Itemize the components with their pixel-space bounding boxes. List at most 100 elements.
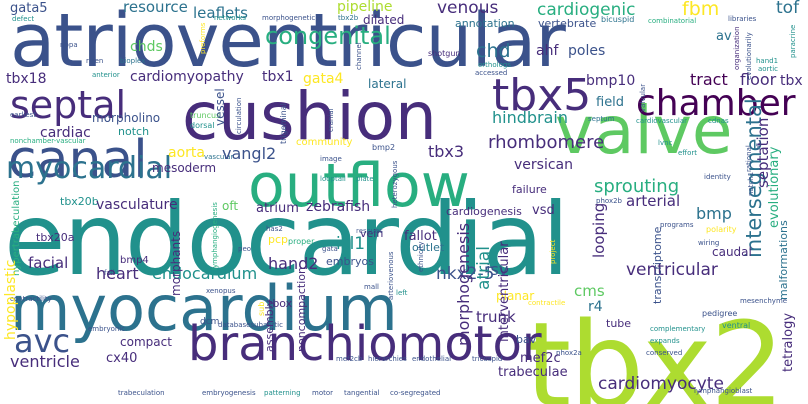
word-atrium: atrium [256, 201, 299, 216]
word-co-segregated: co-segregated [390, 389, 441, 397]
word-cardiomyocyte: cardiomyocyte [598, 374, 724, 394]
word-vascular: vascular [204, 153, 234, 161]
word-embryos: embryos [326, 255, 374, 268]
word-oft: oft [222, 199, 239, 213]
word-versican: versican [514, 157, 573, 173]
word-r4: r4 [588, 299, 603, 315]
word-outlet: outlet [412, 241, 445, 254]
word-morpholino: morpholino [92, 111, 161, 125]
word-ventricular: ventricular [626, 260, 718, 280]
word-fail: fail [104, 269, 115, 277]
word-organization: organization [733, 26, 741, 70]
word-hierarchies: hierarchies [368, 355, 407, 363]
word-nkx2-5: nkx2-5 [436, 264, 495, 284]
word-interventricular: interventricular [497, 241, 512, 342]
word-aorta: aorta [168, 145, 205, 161]
word-cardiomyopathy: cardiomyopathy [130, 69, 244, 85]
word-cms: cms [574, 282, 605, 300]
word-lateral: lateral [368, 77, 407, 91]
word-morphogenetic: morphogenetic [262, 14, 316, 22]
word-shotgun: shotgun [428, 49, 461, 58]
word-mall: mall [364, 283, 379, 291]
word-bmp4: bmp4 [120, 255, 149, 266]
word-circulation: circulation [235, 97, 243, 134]
word-mef2cb: mef2cb [336, 355, 363, 363]
word-hypoplastic: hypoplastic [3, 259, 19, 340]
word-preforms: preforms [199, 22, 207, 54]
word-tbx2: tbx2 [525, 296, 785, 404]
word-tbx2b: tbx2b [338, 14, 359, 22]
word-pipeline: pipeline [337, 0, 393, 15]
word-septation: septation [754, 117, 772, 188]
word-bmp2: bmp2 [372, 143, 396, 152]
word-defect: defect [12, 15, 35, 23]
word-accessed: accessed [475, 69, 508, 77]
word-project: project [549, 239, 557, 264]
word-cardiogenesis: cardiogenesis [446, 205, 522, 218]
word-septal: septal [10, 83, 127, 127]
word-fbm: fbm [682, 0, 720, 20]
word-ahf: ahf [536, 43, 559, 59]
word-avc: avc [14, 322, 71, 360]
word-gata: gata [322, 245, 338, 253]
word-evolutionarily: evolutionarily [745, 32, 753, 80]
word-ventral: ventral [722, 321, 751, 330]
word-plate: plate [356, 175, 374, 183]
word-caudal: caudal [712, 245, 752, 259]
word-nonchamber: nonchamber-vascular [10, 137, 86, 145]
word-polarity: polarity [706, 225, 737, 234]
word-has2: has2 [266, 225, 283, 233]
word-branchiomotor: branchiomotor [188, 316, 542, 372]
word-vsd: vsd [532, 203, 555, 218]
word-annotation: annotation [455, 17, 515, 30]
word-mesoderm: mesoderm [152, 161, 217, 175]
word-embryogenesis: embryogenesis [202, 389, 256, 397]
word-planar: planar [496, 289, 535, 303]
word-vasculature: vasculature [96, 197, 178, 213]
word-programs: programs [660, 221, 694, 229]
word-cardiovascular: cardiovascular [636, 117, 688, 125]
word-tangential: tangential [344, 389, 380, 397]
word-trunk: trunk [476, 308, 516, 326]
word-bioplex: bioplex [120, 57, 146, 65]
word-tricuspid: tricuspid [472, 355, 503, 363]
word-riken: riken [86, 57, 104, 65]
word-congenital: congenital [265, 22, 391, 50]
word-heart: heart [96, 264, 139, 283]
word-resource: resource [123, 0, 188, 16]
word-channel: channel [355, 42, 363, 70]
word-pedigree: pedigree [702, 309, 738, 318]
word-chds: chds [130, 39, 163, 55]
word-outflow: outflow [248, 151, 470, 221]
word-trabeculae: trabeculae [498, 365, 568, 380]
word-canal: canal [8, 130, 148, 190]
word-contractility: contractility [10, 295, 52, 303]
word-isv: isv [486, 260, 509, 279]
word-complementary: complementary [650, 325, 706, 333]
word-field: field [596, 95, 625, 110]
word-av: av [716, 29, 732, 44]
word-libraries: libraries [728, 15, 757, 23]
word-septum: septum [588, 115, 615, 123]
word-dcm: dcm [200, 317, 220, 327]
word-cushion: cushion [182, 78, 437, 155]
word-cardiac: cardiac [40, 125, 91, 141]
word-tract: tract [690, 70, 728, 89]
word-isl1: isl1 [336, 234, 366, 254]
word-sub: sub [257, 301, 266, 316]
word-dorsal: dorsal [190, 121, 215, 130]
word-endocardial: endocardial [4, 181, 569, 298]
word-tbx18: tbx18 [6, 71, 47, 87]
word-proper: proper [288, 237, 315, 246]
word-cranial: cranial [327, 108, 335, 132]
word-ventricle: ventricle [10, 352, 80, 371]
word-zebrafish: zebrafish [306, 199, 371, 215]
word-arterial: arterial [626, 192, 681, 210]
word-trigeminal: trigeminal [279, 103, 288, 144]
word-truncus: truncus [190, 111, 221, 120]
word-leaflets: leaflets [193, 4, 248, 22]
word-looping: looping [590, 202, 608, 258]
word-cx40: cx40 [106, 351, 138, 366]
word-earliest: earliest [10, 111, 37, 119]
